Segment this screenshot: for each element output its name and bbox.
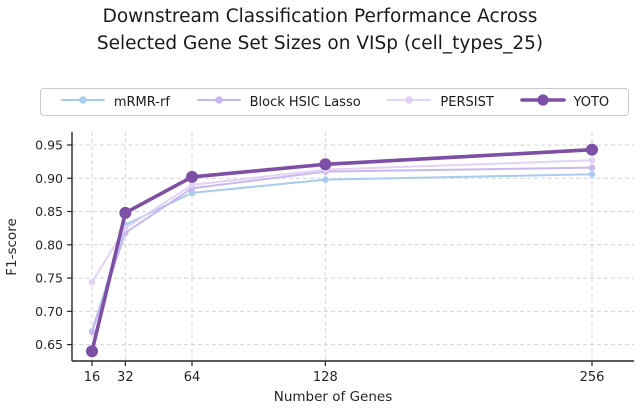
- legend-item-PERSIST: PERSIST: [386, 92, 494, 112]
- y-tick-label: 0.75: [35, 271, 63, 286]
- chart-title: Downstream Classification Performance Ac…: [0, 3, 640, 57]
- y-axis-label: F1-score: [4, 218, 20, 276]
- legend-label: YOTO: [573, 94, 610, 110]
- x-tick-label: 16: [84, 370, 101, 385]
- x-tick-label: 256: [580, 370, 605, 385]
- legend-label: mRMR-rf: [113, 94, 170, 110]
- legend-item-mRMR-rf: mRMR-rf: [60, 92, 170, 112]
- y-tick-label: 0.95: [35, 138, 63, 153]
- x-tick-label: 64: [184, 370, 201, 385]
- legend-item-Block-HSIC-Lasso: Block HSIC Lasso: [196, 92, 361, 112]
- series-marker-PERSIST: [188, 181, 196, 189]
- series-marker-Block-HSIC-Lasso: [88, 328, 96, 336]
- series-marker-YOTO: [86, 345, 98, 358]
- legend-swatch-icon: [519, 92, 566, 112]
- legend-label: Block HSIC Lasso: [249, 94, 361, 110]
- chart-title-line2: Selected Gene Set Sizes on VISp (cell_ty…: [96, 33, 544, 54]
- series-marker-Block-HSIC-Lasso: [588, 164, 596, 171]
- series-marker-YOTO: [119, 206, 132, 219]
- series-marker-YOTO: [586, 143, 598, 156]
- y-tick-label: 0.80: [35, 237, 63, 252]
- chart-title-line1: Downstream Classification Performance Ac…: [102, 6, 538, 27]
- y-tick-label: 0.85: [35, 204, 63, 219]
- x-axis-label: Number of Genes: [274, 389, 393, 405]
- series-line-mRMR-rf: [91, 173, 593, 333]
- series-marker-PERSIST: [588, 157, 596, 164]
- legend: mRMR-rf Block HSIC Lasso PERSIST YOTO: [40, 88, 629, 116]
- legend-item-YOTO: YOTO: [519, 92, 610, 112]
- y-tick-label: 0.70: [35, 304, 63, 319]
- y-tick-label: 0.65: [35, 337, 63, 352]
- series-marker-YOTO: [186, 170, 198, 183]
- legend-swatch-icon: [386, 92, 432, 112]
- series-marker-PERSIST: [88, 278, 96, 286]
- legend-swatch-icon: [60, 92, 106, 112]
- series-marker-mRMR-rf: [188, 189, 196, 197]
- x-tick-label: 128: [313, 370, 338, 385]
- y-tick-label: 0.90: [35, 171, 63, 186]
- series-marker-mRMR-rf: [322, 176, 329, 183]
- series-marker-mRMR-rf: [588, 171, 596, 178]
- x-tick-label: 32: [117, 370, 134, 385]
- series-marker-YOTO: [319, 158, 332, 171]
- legend-swatch-icon: [196, 92, 242, 112]
- legend-label: PERSIST: [440, 94, 494, 110]
